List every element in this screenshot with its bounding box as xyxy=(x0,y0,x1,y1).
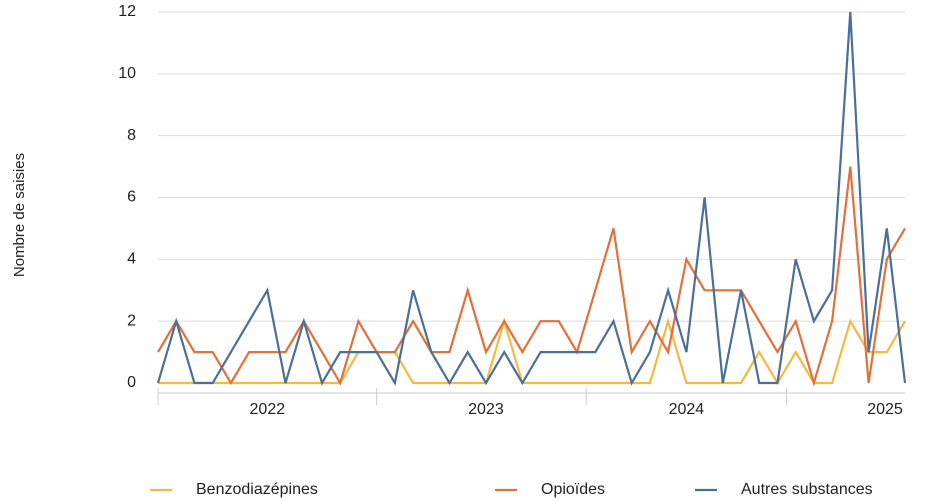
legend-label: Autres substances xyxy=(741,481,873,498)
x-tick-label: 2025 xyxy=(867,401,903,418)
series-line xyxy=(157,166,906,387)
series-line xyxy=(158,317,906,386)
x-tick-label: 2024 xyxy=(669,401,705,418)
y-tick-label: 12 xyxy=(118,3,136,20)
legend-label: Opioïdes xyxy=(541,481,605,498)
x-tick-label: 2023 xyxy=(468,401,504,418)
y-tick-label: 8 xyxy=(127,127,136,144)
y-tick-label: 0 xyxy=(127,374,136,391)
y-tick-label: 6 xyxy=(127,189,136,206)
y-tick-label: 10 xyxy=(118,65,136,82)
y-tick-label: 4 xyxy=(127,251,136,268)
x-tick-label: 2022 xyxy=(250,401,286,418)
legend-label: Benzodiazépines xyxy=(196,481,318,498)
y-tick-label: 2 xyxy=(127,312,136,329)
y-axis-label: Nombre de saisies xyxy=(11,153,28,277)
series-line xyxy=(156,11,907,387)
